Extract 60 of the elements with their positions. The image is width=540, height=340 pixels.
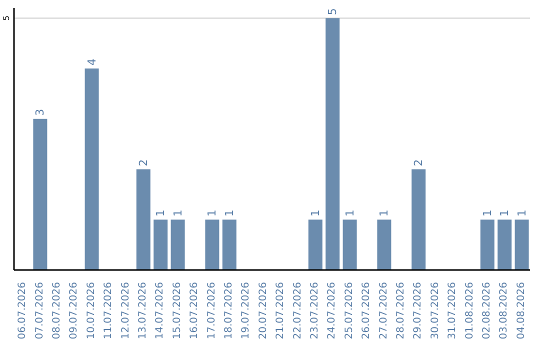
bar (33, 118, 48, 270)
x-tick-label: 11.07.2026 (103, 282, 114, 340)
bar (412, 169, 426, 270)
bar (326, 18, 340, 270)
x-tick-label: 17.07.2026 (206, 282, 218, 340)
x-tick-label: 30.07.2026 (430, 282, 441, 340)
x-tick-label: 22.07.2026 (292, 282, 304, 340)
bar (480, 220, 494, 270)
bar (154, 220, 168, 270)
x-tick-label: 08.07.2026 (52, 282, 62, 340)
x-tick-label: 20.07.2026 (258, 282, 269, 340)
x-tick-label: 09.07.2026 (68, 282, 80, 340)
x-tick-label: 18.07.2026 (224, 282, 234, 340)
data-label: 2 (412, 159, 426, 166)
data-label: 1 (480, 210, 494, 217)
bar (377, 220, 392, 270)
x-tick-label: 03.08.2026 (498, 282, 510, 340)
data-label: 1 (343, 210, 356, 217)
bar (222, 220, 236, 270)
bar (514, 220, 529, 270)
x-tick-label: 26.07.2026 (361, 282, 372, 340)
x-tick-label: 06.07.2026 (17, 282, 28, 340)
data-label: 3 (34, 108, 47, 116)
data-label: 1 (222, 210, 236, 217)
x-tick-label: 07.07.2026 (34, 282, 46, 340)
x-tick-label: 15.07.2026 (172, 282, 183, 340)
x-tick-label: 29.07.2026 (412, 282, 424, 340)
x-tick-label: 23.07.2026 (310, 282, 320, 340)
x-tick-label: 28.07.2026 (396, 282, 406, 340)
bar (205, 220, 220, 270)
data-label: 1 (378, 210, 391, 217)
data-label: 2 (136, 159, 150, 166)
x-tick-label: 14.07.2026 (154, 282, 166, 340)
x-tick-label: 19.07.2026 (240, 282, 252, 340)
data-label: 1 (498, 210, 512, 217)
x-tick-label: 27.07.2026 (378, 282, 390, 340)
bar (170, 220, 185, 270)
data-label: 5 (326, 8, 340, 16)
bar (308, 220, 322, 270)
x-tick-label: 12.07.2026 (120, 282, 132, 340)
data-label: 1 (171, 210, 184, 217)
x-tick-label: 31.07.2026 (447, 282, 458, 340)
x-tick-label: 21.07.2026 (275, 282, 286, 340)
bar (498, 220, 512, 270)
x-tick-label: 01.08.2026 (464, 282, 476, 340)
x-tick-label: 25.07.2026 (344, 282, 355, 340)
data-label: 1 (515, 210, 528, 217)
bar (342, 220, 357, 270)
x-tick-label: 16.07.2026 (189, 282, 200, 340)
bar (84, 68, 99, 270)
data-label: 1 (154, 210, 168, 217)
data-label: 1 (206, 210, 219, 217)
x-tick-label: 24.07.2026 (326, 282, 338, 340)
data-label: 4 (85, 58, 98, 66)
x-tick-label: 02.08.2026 (482, 282, 492, 340)
x-tick-label: 10.07.2026 (86, 282, 97, 340)
bar (136, 169, 150, 270)
x-tick-label: 13.07.2026 (138, 282, 148, 340)
data-label: 1 (308, 210, 322, 217)
x-tick-label: 04.08.2026 (516, 282, 527, 340)
